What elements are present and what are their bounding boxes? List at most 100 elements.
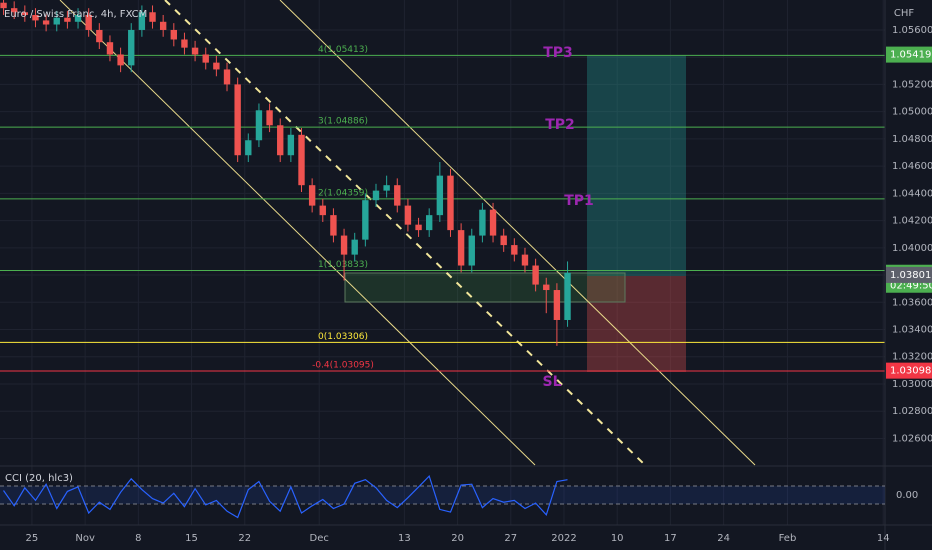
x-tick-label: Nov	[75, 533, 95, 544]
y-tick-label: 1.03600	[892, 297, 932, 308]
x-tick-label: 22	[238, 533, 251, 544]
candle-body	[330, 215, 337, 236]
candle-body	[436, 175, 444, 216]
candle-body	[64, 17, 71, 22]
candle-body	[191, 47, 199, 55]
cci-band	[0, 486, 885, 504]
y-tick-label: 1.05200	[892, 79, 932, 90]
annotation: TP1	[564, 193, 594, 209]
level-label: 1(1.03833)	[318, 260, 368, 270]
target-zone	[587, 55, 686, 276]
candle-body	[340, 235, 348, 255]
candle-body	[372, 190, 380, 201]
candle-body	[128, 29, 135, 66]
axes: 1.02600 1.02800 1.03000 1.03200 1.03400 1.036…	[26, 25, 932, 544]
candle-body	[42, 20, 50, 25]
candle-body	[277, 125, 284, 156]
candle-body	[383, 185, 390, 191]
candle-body	[234, 84, 241, 156]
zone-box	[344, 272, 626, 303]
candles	[0, 0, 571, 346]
candle-body	[255, 110, 263, 141]
candle-body	[96, 29, 103, 43]
x-tick-label: 27	[504, 533, 517, 544]
candle-body	[32, 14, 39, 21]
candle-body	[564, 272, 571, 320]
price-label: 1.05419	[890, 50, 931, 61]
y-tick-label: 1.02600	[892, 433, 932, 444]
candle-body	[468, 235, 475, 266]
candle-body	[308, 185, 316, 206]
candle-body	[447, 175, 454, 231]
price-label-box	[886, 46, 932, 63]
cci-tick-label: 0.00	[896, 490, 918, 501]
candle-body	[553, 290, 561, 320]
candle-body	[521, 254, 529, 266]
y-tick-label: 1.03000	[892, 379, 932, 390]
candle-body	[223, 69, 231, 85]
level-label: 2(1.04359)	[318, 188, 368, 198]
candle-body	[266, 110, 273, 126]
annotation: SL	[542, 374, 561, 390]
candle-body	[138, 12, 146, 30]
x-tick-label: 10	[611, 533, 624, 544]
y-tick-label: 1.04000	[892, 243, 932, 254]
x-tick-label: 8	[135, 533, 141, 544]
levels: 4(1.05413) 3(1.04886) 2(1.04359) 1(1.03833)…	[0, 45, 885, 372]
price-label: 1.03801	[890, 270, 931, 281]
candle-body	[213, 62, 220, 70]
candle-body	[479, 209, 486, 236]
candle-body	[362, 200, 369, 240]
candle-body	[415, 224, 422, 231]
candle-body	[181, 39, 188, 48]
candle-body	[511, 245, 518, 255]
x-tick-label: 15	[185, 533, 198, 544]
annotation: TP3	[543, 45, 573, 61]
candle-body	[53, 17, 60, 25]
countdown: 02:49:50	[890, 281, 932, 292]
price-label: 1.03098	[890, 366, 931, 377]
x-tick-label: 17	[664, 533, 677, 544]
x-tick-label: 20	[451, 533, 464, 544]
candle-body	[489, 209, 497, 236]
candle-body	[202, 54, 209, 63]
annotations: TP3 TP2 TP1 SL	[542, 45, 593, 390]
y-tick-label: 1.04800	[892, 134, 932, 145]
candle-body	[404, 205, 412, 225]
y-tick-label: 1.04200	[892, 216, 932, 227]
candle-body	[149, 12, 156, 22]
price-label-box	[886, 266, 932, 283]
x-tick-label: 2022	[551, 533, 576, 544]
stop-zone	[587, 276, 686, 372]
y-tick-label: 1.02800	[892, 406, 932, 417]
candle-body	[500, 235, 507, 246]
candle-body	[0, 2, 7, 9]
candle-body	[319, 205, 326, 216]
y-tick-label: 1.03400	[892, 325, 932, 336]
candle-body	[351, 239, 358, 255]
candle-body	[74, 14, 82, 22]
cci-title: CCI (20, hlc3)	[5, 473, 73, 484]
channel-upper	[279, 0, 756, 466]
candle-body	[245, 140, 252, 156]
candle-body	[10, 8, 18, 13]
x-tick-label: 14	[877, 533, 890, 544]
level-label: 0(1.03306)	[318, 332, 368, 342]
candle-body	[159, 21, 167, 30]
candle-body	[394, 185, 401, 206]
candle-body	[21, 12, 29, 15]
candle-body	[543, 284, 550, 291]
chart-title: Euro / Swiss Franc, 4h, FXCM	[4, 9, 147, 20]
x-tick-label: 24	[717, 533, 730, 544]
candle-body	[457, 230, 465, 266]
y-tick-label: 1.04400	[892, 188, 932, 199]
level-label: 4(1.05413)	[318, 45, 368, 55]
annotation: TP2	[545, 117, 575, 133]
candle-body	[287, 134, 295, 156]
currency: CHF	[894, 8, 915, 19]
channel-lower	[59, 0, 536, 466]
cci-pane	[0, 474, 885, 519]
price-label-box	[886, 362, 932, 379]
level-label: 3(1.04886)	[318, 117, 368, 127]
